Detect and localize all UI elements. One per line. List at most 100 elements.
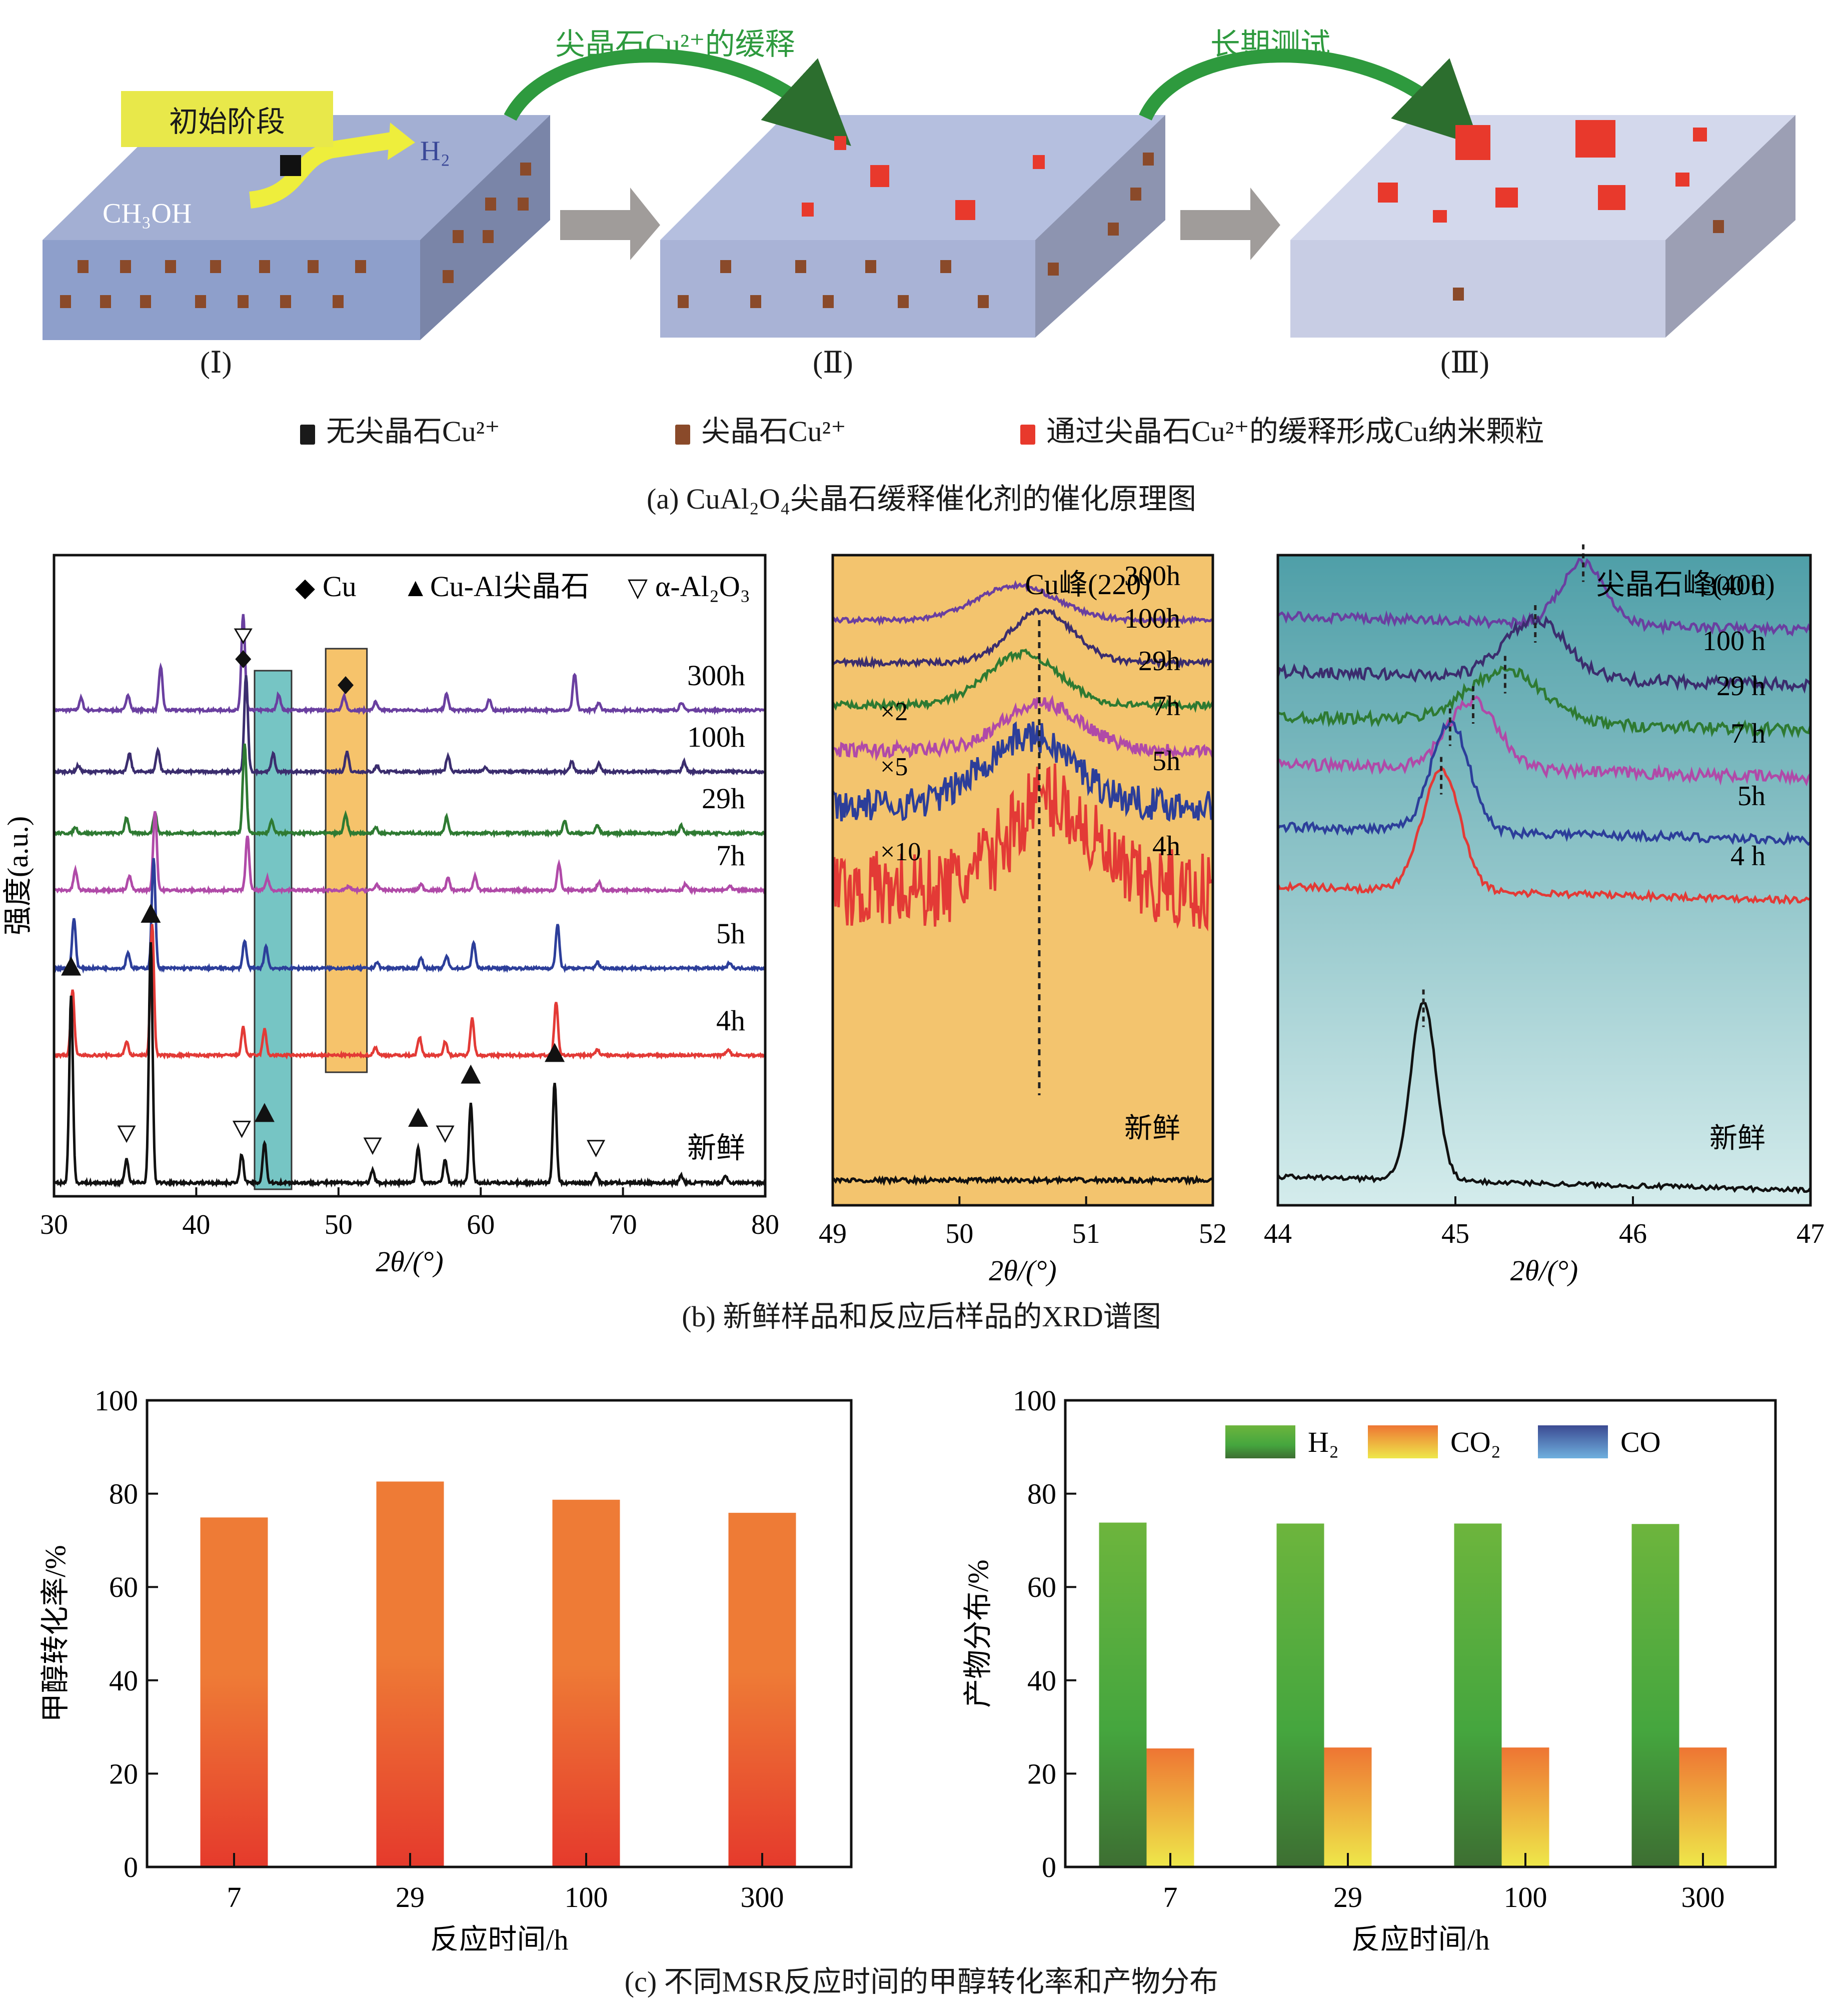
x-tick-label: 44 xyxy=(1264,1218,1292,1249)
multiplier-label: ×2 xyxy=(880,698,908,726)
xrd-trace-4 xyxy=(1277,720,1811,846)
bar-h2-300h xyxy=(1631,1524,1679,1867)
legend-marker-icon: ▽ xyxy=(628,574,648,602)
plot-frame xyxy=(831,554,1214,1207)
y-tick-label: 20 xyxy=(1027,1757,1056,1790)
xrd-trace-6 xyxy=(832,1174,1213,1186)
initial-stage-label: 初始阶段 xyxy=(124,94,331,144)
block-stage-3 xyxy=(1290,115,1795,338)
series-label: 300h xyxy=(1124,561,1180,592)
y-tick-label: 60 xyxy=(1027,1571,1056,1603)
x-tick-label: 40 xyxy=(182,1209,210,1240)
x-tick-label: 300 xyxy=(1681,1881,1725,1913)
caption-b: (b) 新鲜样品和反应后样品的XRD谱图 xyxy=(682,1300,1161,1333)
series-label: 100h xyxy=(1124,603,1180,634)
legend-marker-icon: ▲ xyxy=(403,574,428,602)
bar-co2-100h xyxy=(1501,1747,1549,1867)
xrd-cu-peak-chart: 300h 100h 29h 7h ×2 5h ×5 4h ×10 新鲜 49 50 51 52 2θ/(°)… xyxy=(819,554,1227,1287)
plot-frame xyxy=(53,554,767,1198)
y-axis-title: 甲醇转化率/% xyxy=(39,1545,72,1722)
series-label: 100 h xyxy=(1702,626,1765,657)
brown-cube-icon xyxy=(675,424,690,445)
spinel-marker-icon xyxy=(461,1064,481,1084)
series-label: 4h xyxy=(716,1004,745,1037)
legend-swatch-1 xyxy=(1368,1425,1438,1458)
cu-marker-icon xyxy=(338,676,354,694)
gray-arrow-icon xyxy=(1180,188,1280,260)
series-label: 300 h xyxy=(1702,571,1765,602)
y-tick-label: 0 xyxy=(1042,1851,1056,1883)
stage-label-1: (Ⅰ) xyxy=(200,346,232,379)
spinel-marker-icon xyxy=(254,1103,275,1122)
series-label: 7 h xyxy=(1730,718,1765,749)
series-label: 5h xyxy=(1152,746,1180,777)
xrd-full-chart: 300h 100h 29h 7h 5h 4h 新鲜 30 40 50 60 70 80 2θ/(°) 强度(… xyxy=(2,554,779,1278)
chart-title: 尖晶石峰(400) xyxy=(1596,568,1775,601)
series-label: 5h xyxy=(1737,781,1765,812)
cu-nanoparticles-block3 xyxy=(1378,120,1707,223)
xrd-trace-1 xyxy=(832,607,1214,670)
cu-marker-icon xyxy=(235,650,252,668)
spinel-marker-icon xyxy=(408,1108,429,1127)
h2-label: H₂ xyxy=(420,136,450,167)
plot-background xyxy=(1278,555,1810,1205)
series-label: 7h xyxy=(1152,691,1180,722)
alumina-marker-icon xyxy=(363,1137,382,1155)
alumina-marker-icon xyxy=(587,1140,606,1157)
yellow-arrowhead-icon xyxy=(388,123,415,160)
legend-swatch-2 xyxy=(1538,1425,1608,1458)
black-cube-icon xyxy=(300,424,315,445)
alumina-marker-icon xyxy=(436,1125,455,1143)
xrd-spinel-peak-chart: 300 h 100 h 29 h 7 h 5h 4 h 新鲜 44 45 46 47 2θ/(°) 尖晶… xyxy=(1264,544,1824,1287)
xrd-trace-2 xyxy=(1277,665,1812,739)
transition-label-slow-release: 尖晶石Cu²⁺的缓释 xyxy=(555,28,795,61)
series-label: 4h xyxy=(1152,831,1180,862)
x-tick-label: 45 xyxy=(1441,1218,1469,1249)
legend-label: α-Al₂O₃ xyxy=(655,570,750,603)
bar-co2-7h xyxy=(1146,1748,1194,1867)
spinel-marker-icon xyxy=(545,1043,565,1062)
bar-h2-29h xyxy=(1276,1523,1324,1867)
x-tick-label: 60 xyxy=(467,1209,495,1240)
x-axis-title: 反应时间/h xyxy=(1351,1923,1489,1950)
series-label: 新鲜 xyxy=(687,1132,745,1164)
x-axis-title: 2θ/(°) xyxy=(1510,1254,1578,1287)
alumina-marker-icon xyxy=(232,1120,251,1138)
spinel-cu-cubes-block3 xyxy=(1453,220,1724,301)
x-tick-label: 7 xyxy=(1163,1881,1178,1913)
caption-c: (c) 不同MSR反应时间的甲醇转化率和产物分布 xyxy=(624,1965,1219,1998)
legend-label: 无尖晶石Cu²⁺ xyxy=(326,415,500,448)
xrd-trace-5 xyxy=(53,924,766,1061)
xrd-trace-0 xyxy=(831,580,1213,626)
spinel-marker-icon xyxy=(61,956,82,976)
spinel-cu-cubes-block2 xyxy=(678,153,1154,308)
series-label: 29h xyxy=(1138,646,1180,677)
y-tick-label: 80 xyxy=(109,1478,138,1510)
plot-frame xyxy=(1064,1399,1777,1868)
x-axis-title: 反应时间/h xyxy=(430,1923,568,1950)
bar-100h xyxy=(552,1499,620,1867)
legend-label: CO₂ xyxy=(1450,1426,1501,1458)
legend-swatch-0 xyxy=(1225,1425,1295,1458)
legend-label: H₂ xyxy=(1308,1426,1339,1458)
x-tick-label: 300 xyxy=(741,1881,784,1913)
legend-cu-nanoparticle: 通过尖晶石Cu²⁺的缓释形成Cu纳米颗粒 xyxy=(1020,408,1544,450)
chart-title: Cu峰(220) xyxy=(1025,568,1150,601)
product-distribution-bar-chart: 7 29 100 300 0 20 40 60 80 100 反应时间/h 产物分布/% H₂ CO₂ CO xyxy=(962,1384,1777,1950)
y-tick-label: 100 xyxy=(95,1384,138,1417)
x-axis-title: 2θ/(°) xyxy=(376,1245,443,1278)
series-label: 7h xyxy=(716,839,745,872)
plot-frame xyxy=(1276,554,1812,1207)
xrd-trace-3 xyxy=(53,811,767,896)
red-cube-icon xyxy=(1020,424,1035,445)
series-label: 新鲜 xyxy=(1124,1113,1180,1144)
spinel-cu-cubes-block1 xyxy=(60,163,531,308)
series-label: 新鲜 xyxy=(1709,1123,1765,1154)
alumina-marker-icon xyxy=(117,1125,136,1143)
xrd-trace-3 xyxy=(832,695,1214,762)
xrd-trace-0 xyxy=(53,614,766,716)
green-curve-arrow-icon xyxy=(504,49,851,146)
bar-co2-29h xyxy=(1324,1747,1372,1867)
bar-co2-300h xyxy=(1679,1747,1727,1867)
xrd-trace-0 xyxy=(1277,558,1812,638)
